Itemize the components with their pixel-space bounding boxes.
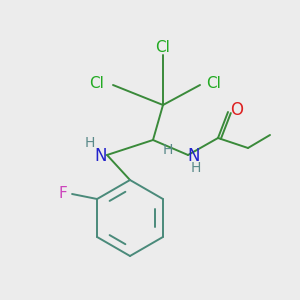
Text: Cl: Cl [90, 76, 104, 91]
Text: H: H [85, 136, 95, 150]
Text: Cl: Cl [156, 40, 170, 56]
Text: N: N [188, 147, 200, 165]
Text: Cl: Cl [207, 76, 221, 91]
Text: O: O [230, 101, 244, 119]
Text: H: H [163, 143, 173, 157]
Text: N: N [95, 147, 107, 165]
Text: F: F [59, 187, 68, 202]
Text: H: H [191, 161, 201, 175]
